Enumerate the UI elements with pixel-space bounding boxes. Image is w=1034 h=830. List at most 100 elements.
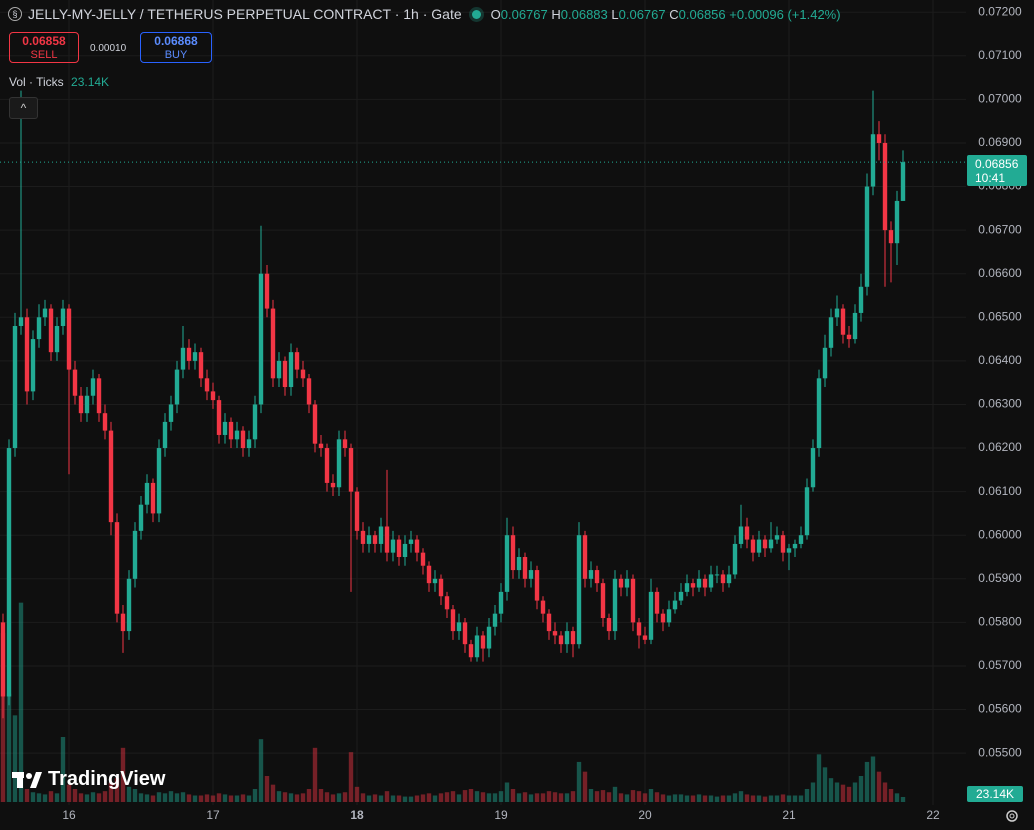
volume-bar <box>558 793 564 802</box>
volume-bar <box>666 795 672 802</box>
buy-price: 0.06868 <box>154 34 198 48</box>
volume-bar <box>792 795 798 802</box>
buy-label: BUY <box>164 49 188 61</box>
volume-bar <box>432 795 438 802</box>
x-tick-label: 21 <box>782 808 796 822</box>
candle-body <box>288 352 294 388</box>
volume-bar <box>588 789 594 802</box>
volume-bar <box>888 789 894 802</box>
candle-body <box>810 448 816 488</box>
candle-body <box>822 347 828 379</box>
candle-body <box>486 626 492 649</box>
volume-bar <box>144 794 150 802</box>
volume-bar <box>186 794 192 802</box>
candle-body <box>378 526 384 544</box>
volume-bar <box>894 793 900 802</box>
volume-bar <box>150 795 156 802</box>
volume-bar <box>408 796 414 802</box>
candle-body <box>120 613 126 632</box>
candle-body <box>312 404 318 444</box>
candle-body <box>66 308 72 370</box>
volume-bar <box>300 793 306 802</box>
candle-body <box>78 395 84 414</box>
volume-bar <box>810 782 816 802</box>
price-tag: 0.06856 10:41 <box>967 155 1027 186</box>
open-label: O <box>490 6 501 22</box>
candle-body <box>792 543 798 549</box>
volume-bar <box>678 794 684 802</box>
candle-body <box>678 591 684 601</box>
volume-bar <box>312 747 318 802</box>
y-tick-label: 0.06100 <box>978 484 1022 498</box>
y-tick-label: 0.05800 <box>978 615 1022 629</box>
candle-body <box>36 317 42 340</box>
volume-bar <box>486 793 492 802</box>
symbol-icon[interactable]: § <box>8 7 22 21</box>
volume-bar <box>474 791 480 802</box>
volume-bar <box>744 794 750 802</box>
candle-body <box>48 308 54 353</box>
candle-body <box>744 526 750 540</box>
candle-body <box>564 631 570 645</box>
volume-bar <box>498 791 504 802</box>
collapse-button[interactable]: ^ <box>9 97 38 119</box>
branding: TradingView <box>12 768 165 791</box>
y-tick-label: 0.07200 <box>978 4 1022 18</box>
volume-bar <box>534 793 540 802</box>
candle-body <box>324 448 330 483</box>
sell-button[interactable]: 0.06858 SELL <box>9 32 79 63</box>
candle-body <box>408 539 414 544</box>
volume-bar <box>24 789 30 802</box>
volume-name[interactable]: Vol · Ticks <box>9 75 64 89</box>
candle-body <box>540 600 546 614</box>
candle-body <box>198 352 204 379</box>
candle-body <box>366 535 372 544</box>
candle-body <box>420 552 426 566</box>
x-tick-label: 18 <box>350 808 364 822</box>
x-tick-label: 20 <box>638 808 652 822</box>
y-tick-label: 0.06200 <box>978 440 1022 454</box>
volume-bar <box>468 789 474 802</box>
price-tag-price: 0.06856 <box>975 157 1019 171</box>
volume-bar <box>834 782 840 802</box>
candle-body <box>888 230 894 244</box>
volume-bar <box>126 786 132 802</box>
candle-body <box>576 535 582 645</box>
volume-bar <box>258 739 264 802</box>
candle-body <box>768 539 774 549</box>
candle-body <box>234 430 240 440</box>
volume-bar <box>342 792 348 802</box>
volume-bar <box>780 794 786 802</box>
candle-body <box>480 635 486 649</box>
volume-bar <box>396 795 402 802</box>
symbol-title[interactable]: JELLY-MY-JELLY / TETHERUS PERPETUAL CONT… <box>28 6 462 22</box>
volume-bar <box>708 795 714 802</box>
volume-bar <box>636 791 642 802</box>
candle-body <box>6 448 12 697</box>
volume-bar <box>372 794 378 802</box>
volume-bar <box>366 795 372 802</box>
candle-body <box>204 378 210 392</box>
volume-bar <box>324 792 330 802</box>
candle-body <box>582 535 588 579</box>
low-value: 0.06767 <box>618 6 666 22</box>
candle-body <box>456 622 462 632</box>
candle-body <box>624 578 630 588</box>
volume-bar <box>348 752 354 802</box>
settings-icon[interactable] <box>1004 808 1020 824</box>
volume-bar <box>504 782 510 802</box>
volume-bar <box>204 794 210 802</box>
candle-body <box>90 378 96 396</box>
candle-body <box>702 578 708 588</box>
candle-body <box>498 591 504 614</box>
volume-bar <box>12 715 18 802</box>
volume-bar <box>6 693 12 802</box>
sell-price: 0.06858 <box>22 34 66 48</box>
header: § JELLY-MY-JELLY / TETHERUS PERPETUAL CO… <box>8 6 841 22</box>
volume-bar <box>492 793 498 802</box>
volume-bar <box>162 793 168 802</box>
buy-button[interactable]: 0.06868 BUY <box>140 32 212 63</box>
volume-bar <box>672 794 678 802</box>
candle-body <box>546 613 552 632</box>
